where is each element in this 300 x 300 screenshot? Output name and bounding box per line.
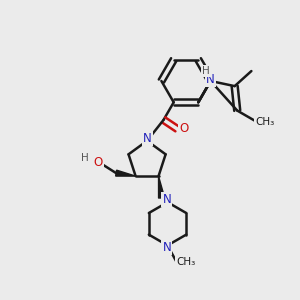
Polygon shape [158, 176, 164, 198]
Text: O: O [94, 156, 103, 169]
Text: CH₃: CH₃ [256, 117, 275, 127]
Polygon shape [116, 170, 136, 176]
Text: N: N [163, 193, 171, 206]
Text: N: N [206, 73, 215, 86]
Text: N: N [143, 132, 152, 145]
Text: H: H [81, 153, 89, 163]
Text: N: N [163, 241, 171, 254]
Text: CH₃: CH₃ [176, 257, 196, 267]
Text: O: O [179, 122, 188, 135]
Text: H: H [202, 66, 210, 76]
